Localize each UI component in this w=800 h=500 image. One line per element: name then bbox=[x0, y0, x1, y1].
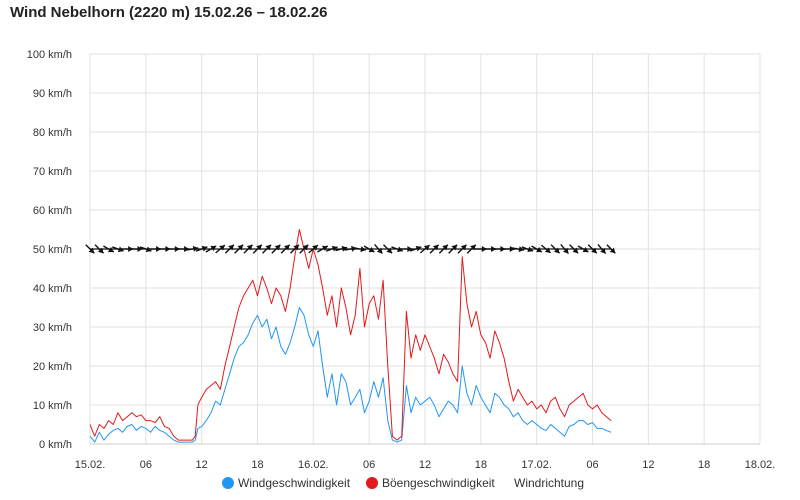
wind-arrow bbox=[186, 245, 199, 252]
wind-arrow bbox=[317, 245, 329, 253]
wind-arrow bbox=[215, 244, 226, 254]
axis-labels: 0 km/h 10 km/h 20 km/h 30 km/h 40 km/h 50 km/… bbox=[27, 49, 776, 471]
wind-arrow bbox=[457, 244, 467, 254]
x-tick-label: 16.02. bbox=[298, 459, 329, 471]
wind-arrow bbox=[383, 244, 393, 254]
wind-arrow bbox=[139, 246, 152, 253]
x-tick-label: 06 bbox=[586, 459, 598, 471]
legend[interactable]: Windgeschwindigkeit Böengeschwindigkeit Wi… bbox=[222, 476, 584, 490]
y-tick-label: 50 km/h bbox=[33, 244, 72, 256]
x-tick-label: 12 bbox=[196, 459, 208, 471]
wind-arrow bbox=[429, 244, 440, 254]
wind-arrow bbox=[502, 246, 515, 252]
y-tick-label: 70 km/h bbox=[33, 166, 72, 178]
x-tick-label: 17.02. bbox=[521, 459, 552, 471]
series-line-b-engeschwindigkeit bbox=[89, 229, 612, 441]
y-tick-label: 20 km/h bbox=[33, 361, 72, 373]
wind-arrow bbox=[391, 246, 403, 253]
wind-arrow bbox=[289, 244, 300, 254]
wind-arrow bbox=[419, 244, 431, 254]
x-tick-label: 18.02. bbox=[745, 459, 776, 471]
wind-arrow bbox=[243, 244, 253, 254]
wind-arrow bbox=[130, 246, 143, 252]
wind-arrow bbox=[374, 243, 383, 255]
wind-arrow bbox=[409, 245, 422, 252]
wind-arrow bbox=[577, 245, 589, 253]
wind-arrow bbox=[597, 243, 607, 255]
wind-arrow bbox=[400, 246, 413, 252]
legend-item-windrichtung[interactable]: Windrichtung bbox=[514, 476, 584, 490]
y-tick-label: 80 km/h bbox=[33, 127, 72, 139]
series-line-windgeschwindigkeit bbox=[89, 307, 612, 443]
wind-arrow bbox=[466, 244, 477, 254]
wind-arrow bbox=[606, 244, 616, 254]
y-tick-label: 60 km/h bbox=[33, 205, 72, 217]
x-tick-label: 12 bbox=[419, 459, 431, 471]
wind-arrow bbox=[521, 246, 534, 253]
wind-arrow bbox=[112, 246, 124, 253]
wind-arrow bbox=[85, 244, 95, 254]
y-tick-label: 90 km/h bbox=[33, 88, 72, 100]
wind-arrow bbox=[438, 244, 449, 254]
wind-arrow bbox=[540, 244, 552, 254]
wind-arrow bbox=[103, 245, 115, 253]
y-tick-label: 100 km/h bbox=[27, 49, 72, 61]
x-tick-label: 06 bbox=[140, 459, 152, 471]
wind-arrow bbox=[569, 244, 579, 254]
legend-label: Windgeschwindigkeit bbox=[238, 476, 351, 490]
x-tick-label: 12 bbox=[642, 459, 654, 471]
wind-arrow bbox=[531, 245, 543, 253]
wind-arrow bbox=[177, 246, 190, 252]
wind-arrow bbox=[326, 245, 338, 252]
wind-direction-arrows bbox=[85, 243, 616, 255]
legend-label: Böengeschwindigkeit bbox=[382, 476, 495, 490]
legend-item-b-engeschwindigkeit[interactable]: Böengeschwindigkeit bbox=[366, 476, 495, 490]
wind-arrow bbox=[335, 245, 348, 252]
legend-label: Windrichtung bbox=[514, 476, 584, 490]
x-tick-label: 06 bbox=[363, 459, 375, 471]
wind-arrow bbox=[560, 243, 569, 255]
x-tick-label: 18 bbox=[475, 459, 487, 471]
wind-arrow bbox=[271, 244, 281, 254]
legend-marker bbox=[222, 477, 234, 489]
wind-arrow bbox=[195, 245, 208, 252]
wind-arrow bbox=[280, 244, 291, 254]
wind-arrow bbox=[448, 244, 458, 254]
wind-arrow bbox=[224, 244, 235, 254]
chart-title: Wind Nebelhorn (2220 m) 15.02.26 – 18.02… bbox=[10, 4, 328, 21]
x-tick-label: 15.02. bbox=[75, 459, 106, 471]
wind-arrow bbox=[262, 244, 272, 254]
y-tick-label: 30 km/h bbox=[33, 322, 72, 334]
wind-arrow bbox=[512, 246, 525, 253]
wind-arrow bbox=[252, 244, 263, 254]
legend-item-windgeschwindigkeit[interactable]: Windgeschwindigkeit bbox=[222, 476, 351, 490]
wind-arrow bbox=[299, 244, 309, 254]
legend-marker bbox=[366, 477, 378, 489]
wind-arrow bbox=[353, 246, 366, 253]
wind-arrow bbox=[94, 244, 105, 254]
y-tick-label: 0 km/h bbox=[39, 439, 72, 451]
wind-arrow bbox=[205, 245, 217, 253]
wind-arrow bbox=[308, 244, 319, 254]
wind-arrow bbox=[234, 244, 244, 254]
wind-arrow bbox=[587, 244, 598, 254]
wind-arrow bbox=[363, 245, 375, 253]
series-lines bbox=[89, 229, 612, 443]
x-tick-label: 18 bbox=[251, 459, 263, 471]
x-tick-label: 18 bbox=[698, 459, 710, 471]
y-tick-label: 10 km/h bbox=[33, 400, 72, 412]
wind-arrow bbox=[550, 244, 561, 254]
y-tick-label: 40 km/h bbox=[33, 283, 72, 295]
